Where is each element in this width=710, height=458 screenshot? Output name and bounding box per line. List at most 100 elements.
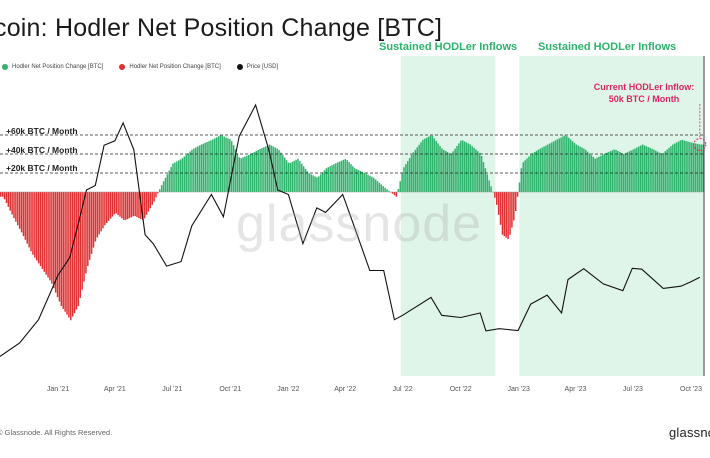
band-title-2022: Sustained HODLer Inflows xyxy=(379,41,518,53)
flow-bar xyxy=(626,152,629,192)
flow-bar xyxy=(225,137,227,192)
flow-bar xyxy=(583,148,585,192)
flow-bar xyxy=(651,148,653,192)
flow-bar xyxy=(687,141,689,192)
flow-bar xyxy=(664,151,667,192)
flow-bar xyxy=(632,149,634,192)
flow-bar xyxy=(157,192,159,194)
flow-bar xyxy=(276,148,278,192)
flow-bar xyxy=(47,192,49,278)
legend-item-price[interactable]: Price [USD] xyxy=(236,64,278,70)
flow-bar xyxy=(694,143,697,192)
flow-bar xyxy=(335,163,337,192)
flow-bar xyxy=(658,152,661,192)
flow-bar xyxy=(562,136,564,192)
flow-bar xyxy=(460,140,462,192)
flow-bar xyxy=(66,192,68,315)
flow-bar xyxy=(257,149,259,192)
flow-bar xyxy=(482,162,485,192)
flow-bar xyxy=(477,151,479,192)
flow-bar xyxy=(51,192,53,284)
flow-bar xyxy=(494,192,496,198)
flow-bar xyxy=(314,176,316,192)
flow-bar xyxy=(54,192,57,293)
flow-bar xyxy=(613,149,615,192)
legend-item-inflow[interactable]: Hodler Net Position Change [BTC] xyxy=(2,64,103,70)
flow-bar xyxy=(238,157,241,192)
flow-bar xyxy=(338,161,341,192)
flow-bar xyxy=(83,192,85,282)
flow-bar xyxy=(624,153,627,192)
chart-title: coin: Hodler Net Position Change [BTC] xyxy=(0,14,443,42)
flow-bar xyxy=(15,192,17,222)
flow-bar xyxy=(234,149,237,192)
x-tick-label: Oct '23 xyxy=(680,386,702,393)
flow-bar xyxy=(230,141,233,192)
flow-bar xyxy=(285,160,288,192)
flow-bar xyxy=(153,192,155,202)
flow-bar xyxy=(541,147,543,192)
flow-bar xyxy=(503,192,506,237)
flow-bar xyxy=(418,144,420,192)
flow-bar xyxy=(365,173,367,192)
current-inflow-title: Current HODLer Inflow: xyxy=(593,82,695,92)
flow-bar xyxy=(655,150,657,192)
flow-bar xyxy=(92,192,95,248)
flow-bar xyxy=(121,192,123,219)
flow-bar xyxy=(668,147,670,192)
flow-bar xyxy=(672,144,674,192)
flow-bar xyxy=(206,141,208,192)
flow-bar xyxy=(177,160,180,192)
flow-bar xyxy=(692,143,695,192)
flow-bar xyxy=(486,174,489,192)
flow-bar xyxy=(278,150,280,192)
flow-bar xyxy=(357,170,360,192)
flow-bar xyxy=(20,192,23,233)
flow-bar xyxy=(592,156,595,192)
flow-bar xyxy=(514,192,517,211)
flow-bar xyxy=(410,155,413,192)
flow-bar xyxy=(71,192,74,317)
flow-bar xyxy=(308,173,311,192)
flow-bar xyxy=(282,155,284,192)
flow-bar xyxy=(588,153,591,192)
flow-bar xyxy=(251,152,254,192)
flow-bar xyxy=(45,192,47,275)
flow-bar xyxy=(620,152,623,192)
flow-bar xyxy=(545,145,547,192)
flow-bar xyxy=(134,192,136,217)
flow-bar xyxy=(412,152,415,192)
flow-bar xyxy=(363,172,365,192)
flow-bar xyxy=(117,192,119,216)
flow-bar xyxy=(558,138,560,192)
flow-bar xyxy=(367,174,369,192)
flow-bar xyxy=(501,192,504,235)
flow-bar xyxy=(689,142,691,192)
flow-bar xyxy=(372,177,375,192)
flow-bar xyxy=(56,192,59,298)
flow-bar xyxy=(104,192,106,226)
flow-bar xyxy=(607,152,610,192)
flow-bar xyxy=(348,162,350,192)
x-tick-label: Oct '21 xyxy=(219,386,242,393)
flow-bar xyxy=(136,192,138,218)
x-tick-label: Jul '21 xyxy=(162,386,183,393)
flow-bar xyxy=(590,155,593,192)
flow-bar xyxy=(204,142,206,192)
x-tick-label: Jul '23 xyxy=(622,386,643,393)
flow-bar xyxy=(636,147,638,192)
flow-bar xyxy=(259,148,261,192)
flow-bar xyxy=(160,185,163,192)
flow-bar xyxy=(242,157,244,192)
flow-bar xyxy=(100,192,102,232)
legend-item-outflow[interactable]: Hodler Net Position Change [BTC] xyxy=(119,64,221,70)
flow-bar xyxy=(673,143,676,192)
flow-bar xyxy=(295,159,297,192)
flow-bar xyxy=(62,192,64,309)
flow-bar xyxy=(9,192,11,211)
flow-bar xyxy=(172,163,174,192)
flow-bar xyxy=(431,135,434,192)
flow-bar xyxy=(605,152,608,192)
flow-bar xyxy=(584,149,587,192)
flow-bar xyxy=(420,142,422,192)
